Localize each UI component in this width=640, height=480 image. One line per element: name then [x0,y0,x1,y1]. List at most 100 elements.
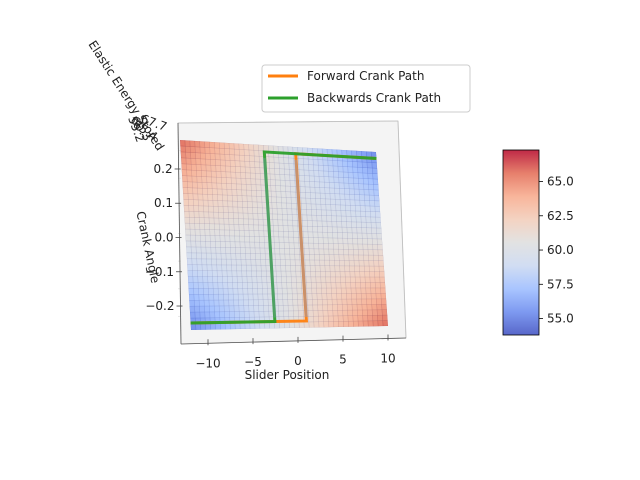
surface-cell [362,320,369,327]
surface-cell [181,169,188,177]
surface-cell [249,322,256,330]
surface-cell [299,175,305,182]
surface-cell [291,282,298,289]
surface-cell [240,172,247,179]
surface-cell [328,171,334,178]
surface-cell [195,234,201,242]
surface-cell [254,167,261,174]
surface-cell [325,271,331,278]
surface-cell [323,243,329,250]
surface-cell [221,183,228,190]
surface-cell [227,282,234,289]
surface-cell [195,158,202,165]
surface-cell [314,265,321,272]
surface-cell [248,149,255,157]
surface-cell [370,282,376,289]
surface-cell [225,253,232,260]
surface-cell [218,299,225,307]
surface-cell [225,165,231,173]
surface-cell [290,270,297,278]
surface-cell [289,248,295,255]
surface-cell [298,169,305,176]
surface-cell [365,211,371,218]
surface-cell [262,293,269,300]
surface-cell [243,149,250,156]
surface-cell [343,254,350,261]
surface-cell [203,294,210,301]
surface-cell [329,187,336,194]
surface-cell [359,199,366,207]
surface-cell [238,149,245,156]
surface-cell [274,173,281,181]
surface-cell [382,320,388,327]
surface-cell [335,210,342,217]
surface-cell [375,211,381,218]
surface-cell [251,276,258,283]
surface-cell [224,154,231,161]
surface-cell [214,235,221,242]
surface-cell [228,299,235,307]
surface-cell [347,161,353,168]
surface-cell [278,162,285,170]
surface-cell [243,224,250,231]
surface-cell [295,270,302,278]
surface-cell [232,282,239,289]
surface-cell [190,323,197,330]
surface-cell [278,305,284,312]
surface-cell [202,282,209,289]
surface-cell [246,195,253,203]
surface-cell [225,171,232,179]
surface-cell [322,165,329,172]
surface-cell [232,200,238,208]
surface-cell [307,220,313,227]
surface-cell [313,315,319,323]
surface-cell [374,282,381,289]
surface-cell [320,276,327,283]
surface-cell [247,201,253,208]
surface-cell [357,320,364,327]
surface-cell [376,238,383,245]
surface-cell [276,287,283,295]
surface-cell [286,287,293,295]
surface-cell [356,304,363,311]
surface-cell [240,259,247,266]
surface-cell [225,258,232,266]
surface-cell [189,311,196,319]
surface-cell [303,248,310,255]
surface-cell [232,288,239,295]
surface-cell [229,235,236,243]
y-tick-label: −0.2 [145,299,174,313]
surface-cell [333,182,340,189]
surface-cell [318,164,324,172]
surface-cell [371,309,378,316]
surface-cell [257,219,264,226]
surface-cell [216,258,222,266]
surface-cell [275,179,281,187]
surface-cell [371,227,377,234]
surface-cell [210,247,217,254]
surface-cell [317,299,323,306]
surface-cell [213,211,220,219]
surface-cell [304,254,310,261]
surface-cell [189,223,196,230]
surface-cell [368,183,374,191]
surface-cell [316,293,323,300]
surface-cell [303,169,310,177]
surface-cell [353,260,360,267]
surface-cell [238,224,245,231]
surface-cell [354,265,360,272]
surface-cell [366,162,373,169]
surface-cell [344,188,350,195]
surface-cell [346,304,353,311]
surface-cell [259,322,266,329]
surface-cell [280,265,287,272]
surface-cell [208,294,215,301]
surface-cell [223,142,230,150]
surface-cell [213,299,220,307]
surface-cell [330,209,337,217]
surface-cell [376,233,383,240]
surface-cell [302,231,309,238]
surface-cell [284,174,291,181]
surface-cell [235,259,242,266]
surface-cell [287,214,293,221]
